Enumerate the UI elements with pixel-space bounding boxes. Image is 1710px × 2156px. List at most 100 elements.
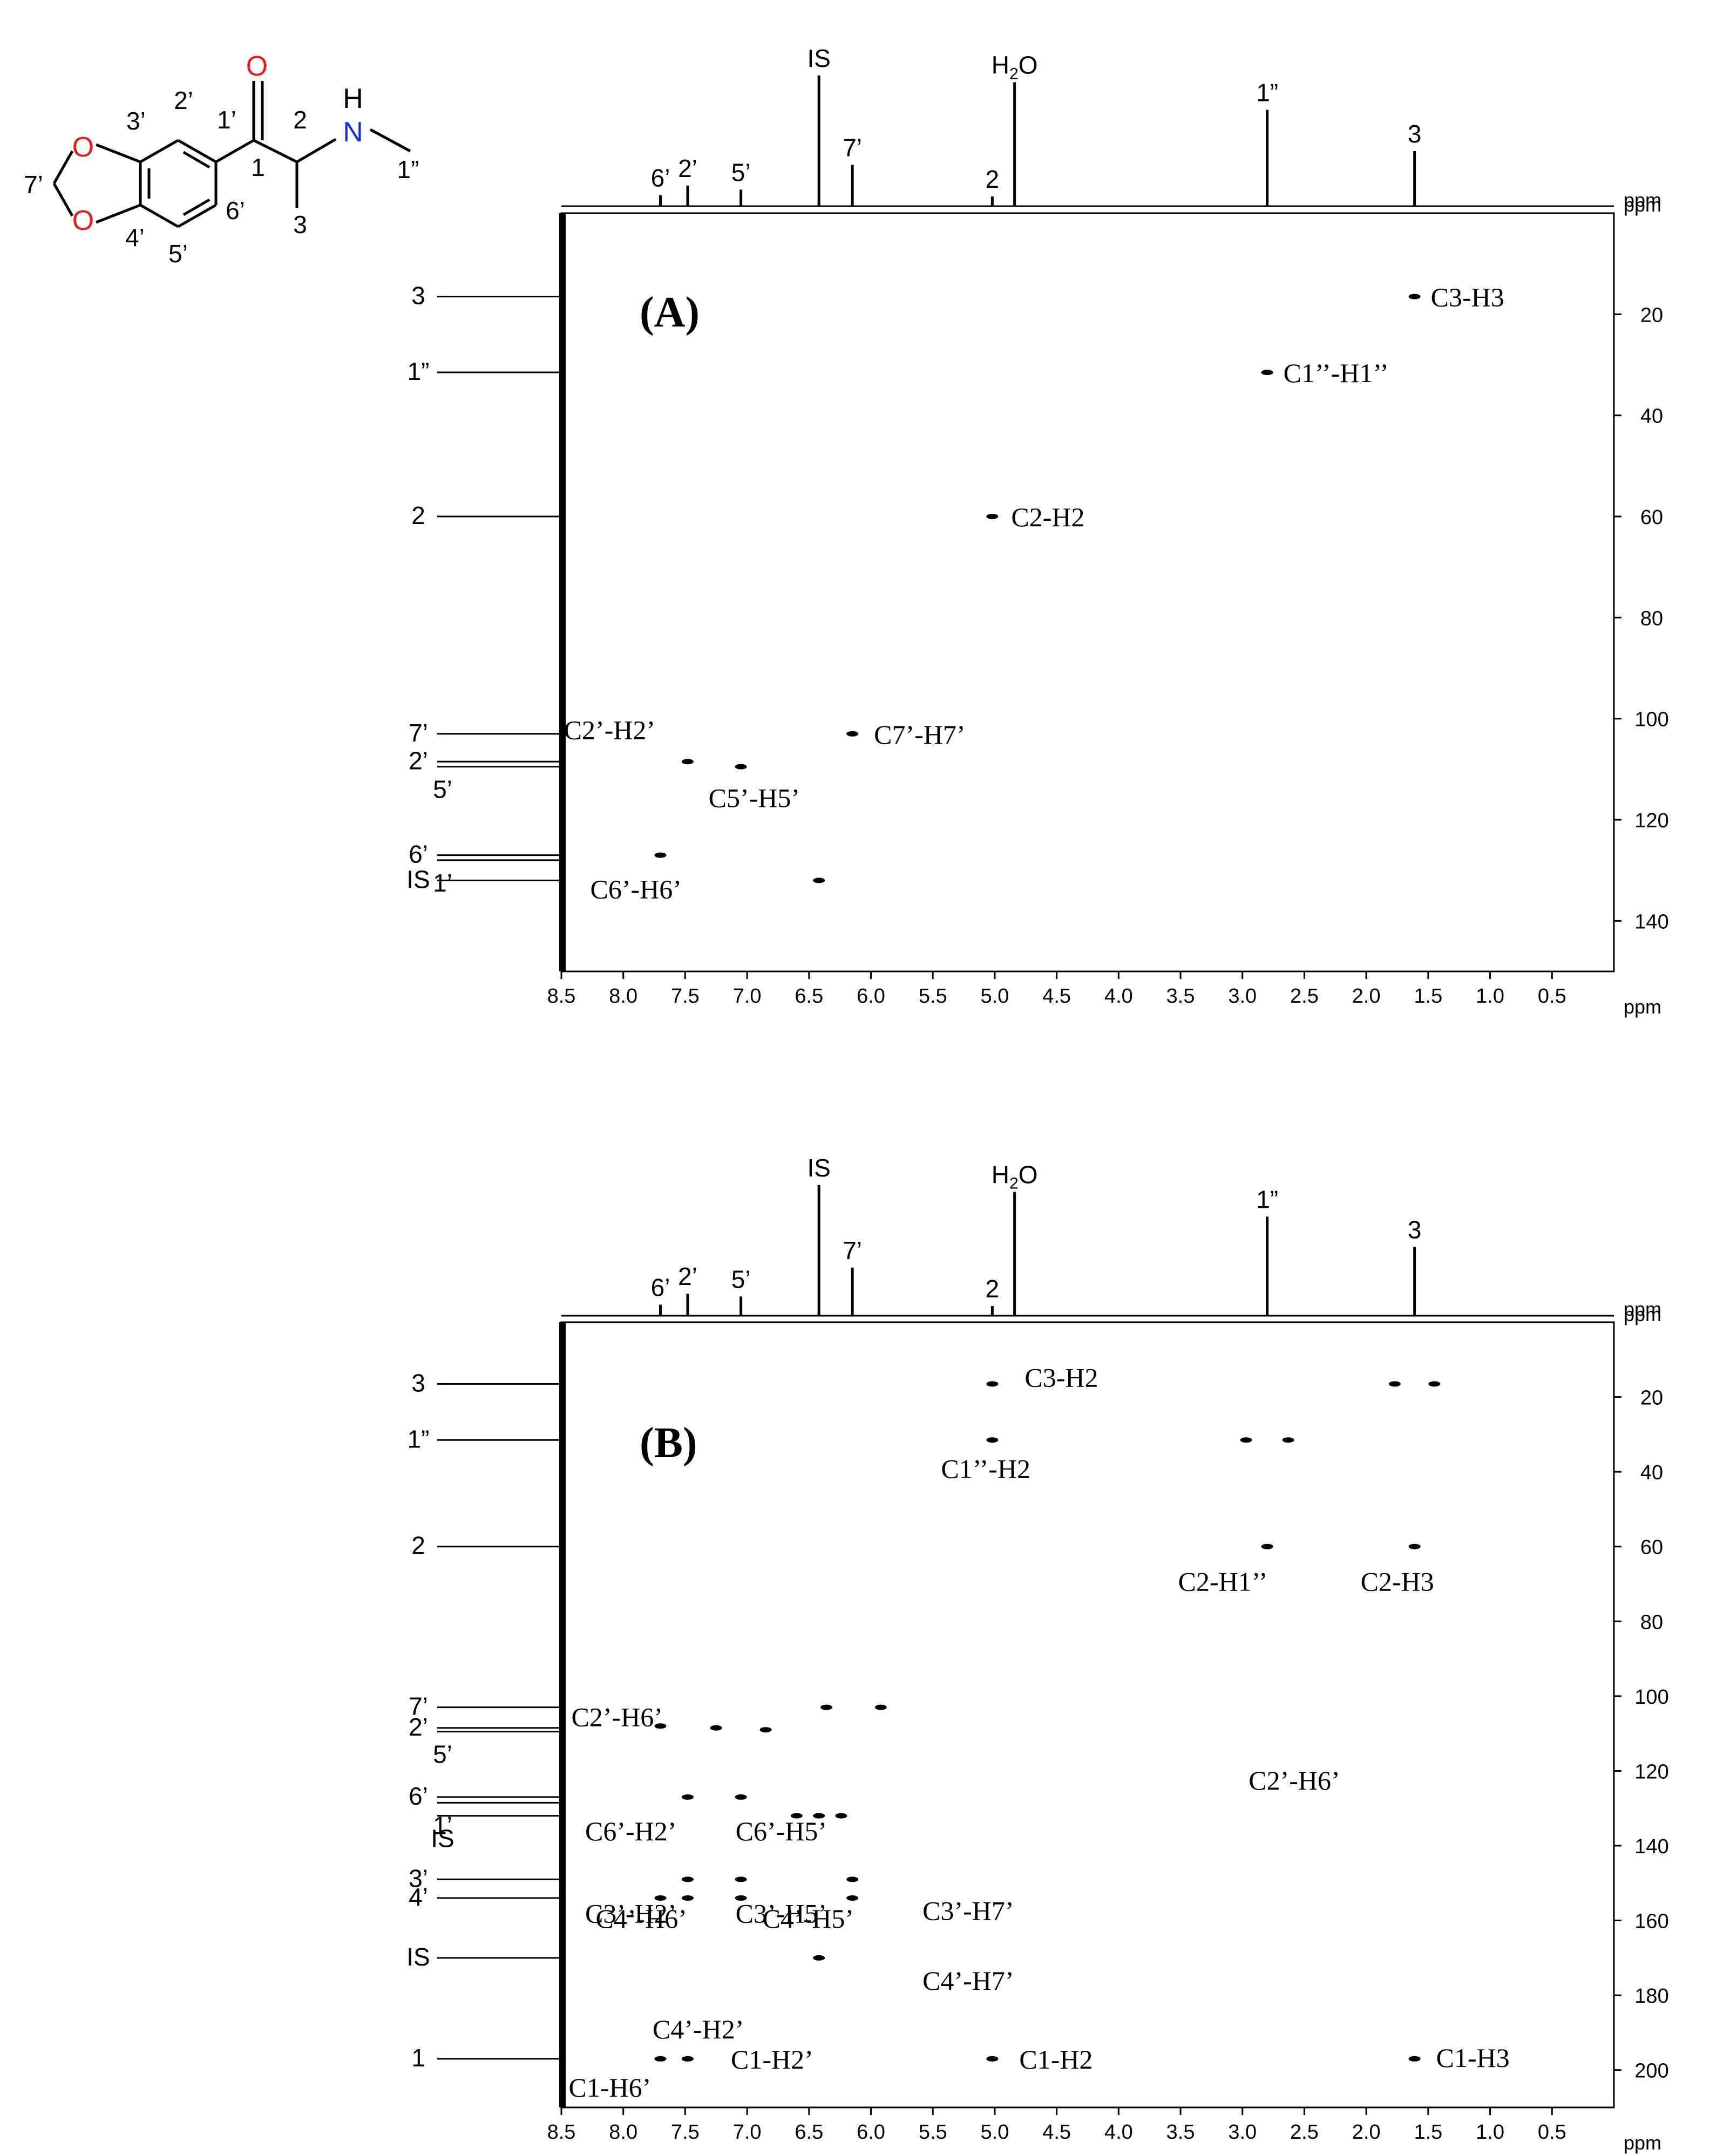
y-tick-label: 40 bbox=[1640, 405, 1663, 428]
proton-peak-label: IS bbox=[807, 44, 830, 72]
cross-peak-label: C2’-H2’ bbox=[564, 715, 655, 745]
extra-annotation-label: C2’-H6’ bbox=[1248, 1765, 1340, 1795]
proton-peak-label: 3 bbox=[1408, 1216, 1422, 1244]
y-tick-label: 140 bbox=[1634, 1835, 1668, 1858]
cross-peak-label: C3-H2 bbox=[1024, 1362, 1098, 1392]
cross-peak bbox=[1409, 2056, 1421, 2062]
cross-peak bbox=[1409, 1544, 1421, 1549]
y-tick-label: 100 bbox=[1634, 1686, 1668, 1709]
x-tick-label: 6.0 bbox=[857, 2121, 885, 2144]
nitrogen-label: N bbox=[343, 117, 363, 148]
cross-peak-label: C1-H6’ bbox=[569, 2072, 652, 2103]
x-tick-label: 6.5 bbox=[795, 2121, 823, 2144]
x-tick-label: 7.5 bbox=[671, 985, 700, 1008]
x-tick-label: 6.0 bbox=[857, 985, 885, 1008]
cross-peak bbox=[735, 764, 747, 770]
y-tick-label: 100 bbox=[1634, 709, 1668, 731]
y-tick-label: 60 bbox=[1640, 1536, 1663, 1559]
proton-peak-label: 2’ bbox=[678, 1262, 697, 1290]
x-tick-label: 1.0 bbox=[1476, 985, 1504, 1008]
x-tick-label: 3.0 bbox=[1228, 2121, 1257, 2144]
cross-peak bbox=[682, 1794, 694, 1800]
position-label: 2 bbox=[293, 106, 307, 134]
x-tick-label: 5.0 bbox=[981, 2121, 1009, 2144]
carbon-signal-label: 3 bbox=[411, 1369, 425, 1397]
cross-peak-label: C6’-H5’ bbox=[736, 1816, 827, 1846]
x-tick-label: 3.5 bbox=[1166, 2121, 1195, 2144]
proton-peak-label: 1” bbox=[1256, 79, 1278, 107]
cross-peak bbox=[846, 1895, 858, 1901]
cross-peak bbox=[986, 2056, 998, 2062]
cross-peak bbox=[813, 1955, 825, 1961]
y-tick-label: 180 bbox=[1634, 1985, 1668, 2008]
carbon-signal-label: 1 bbox=[411, 2044, 425, 2072]
x-tick-label: 2.0 bbox=[1352, 985, 1381, 1008]
cross-peak-label: C5’-H5’ bbox=[709, 783, 800, 813]
y-tick-label: 120 bbox=[1634, 1760, 1668, 1783]
proton-peak-label: 3 bbox=[1408, 120, 1422, 148]
x-tick-label: 5.5 bbox=[919, 985, 947, 1008]
carbon-signal-label: 6’ bbox=[409, 840, 428, 868]
cross-peak bbox=[655, 1895, 667, 1901]
cross-peak bbox=[986, 514, 998, 519]
x-tick-label: 8.5 bbox=[547, 2121, 576, 2144]
x-tick-label: 3.5 bbox=[1166, 985, 1195, 1008]
y-tick-label: 60 bbox=[1640, 506, 1663, 529]
carbon-signal-label: 1” bbox=[408, 357, 430, 385]
x-tick-label: 6.5 bbox=[795, 985, 823, 1008]
position-label: 2’ bbox=[174, 86, 193, 114]
cross-peak bbox=[846, 731, 858, 737]
proton-peak-label: 5’ bbox=[731, 1265, 751, 1293]
x-tick-label: 4.0 bbox=[1104, 2121, 1133, 2144]
cross-peak bbox=[1282, 1437, 1294, 1443]
proton-peak-label: 2’ bbox=[678, 154, 697, 182]
position-label: 5’ bbox=[168, 240, 188, 268]
x-tick-label: 4.0 bbox=[1104, 985, 1133, 1008]
cross-peak bbox=[735, 1895, 747, 1901]
y-axis-unit: ppm bbox=[1624, 189, 1661, 211]
x-tick-label: 8.0 bbox=[609, 2121, 637, 2144]
proton-peak-label: 1” bbox=[1256, 1185, 1278, 1213]
carbon-signal-label: 6’ bbox=[409, 1782, 428, 1810]
carbon-signal-label: 2’ bbox=[409, 1713, 428, 1741]
cross-peak bbox=[1409, 294, 1421, 300]
cross-peak bbox=[682, 759, 694, 764]
carbon-signal-label: IS bbox=[406, 865, 430, 893]
cross-peak bbox=[682, 1895, 694, 1901]
cross-peak-label: C1’’-H2 bbox=[941, 1453, 1030, 1484]
cross-peak bbox=[986, 1381, 998, 1386]
y-tick-label: 80 bbox=[1640, 1611, 1663, 1634]
y-tick-label: 80 bbox=[1640, 607, 1663, 630]
oxygen-top-label: O bbox=[72, 132, 94, 163]
x-tick-label: 4.5 bbox=[1042, 2121, 1071, 2144]
cross-peak bbox=[1261, 370, 1273, 375]
cross-peak-label: C6’-H6’ bbox=[591, 874, 682, 904]
cross-peak-label: C3-H3 bbox=[1431, 282, 1504, 312]
x-tick-label: 5.5 bbox=[919, 2121, 947, 2144]
x-tick-label: 8.0 bbox=[609, 985, 637, 1008]
x-tick-label: 8.5 bbox=[547, 985, 576, 1008]
cross-peak bbox=[835, 1813, 847, 1819]
carbon-signal-label: 2 bbox=[411, 1532, 425, 1560]
cross-peak bbox=[735, 1876, 747, 1882]
cross-peak bbox=[875, 1705, 887, 1710]
cross-peak-label: C3’-H7’ bbox=[922, 1895, 1014, 1926]
carbon-signal-label: 5’ bbox=[433, 776, 452, 804]
cross-peak-label: C1-H3 bbox=[1436, 2043, 1510, 2073]
proton-peak-label: 2 bbox=[986, 165, 1000, 193]
cross-peak bbox=[986, 1437, 998, 1443]
carbon-signal-label: 2 bbox=[411, 501, 425, 529]
cross-peak-label: C2-H3 bbox=[1361, 1567, 1434, 1597]
x-tick-label: 1.5 bbox=[1414, 985, 1442, 1008]
x-axis-unit: ppm bbox=[1624, 2132, 1661, 2154]
position-label: 3 bbox=[293, 210, 307, 239]
x-tick-label: 2.0 bbox=[1352, 2121, 1381, 2144]
carbon-signal-label: 1” bbox=[408, 1425, 430, 1453]
x-tick-label: 2.5 bbox=[1290, 985, 1319, 1008]
position-label: 1” bbox=[397, 155, 419, 183]
cross-peak bbox=[1428, 1381, 1440, 1386]
carbon-signal-label: 7’ bbox=[409, 719, 428, 747]
x-tick-label: 1.0 bbox=[1476, 2121, 1504, 2144]
carbon-signal-label: 3 bbox=[411, 282, 425, 310]
